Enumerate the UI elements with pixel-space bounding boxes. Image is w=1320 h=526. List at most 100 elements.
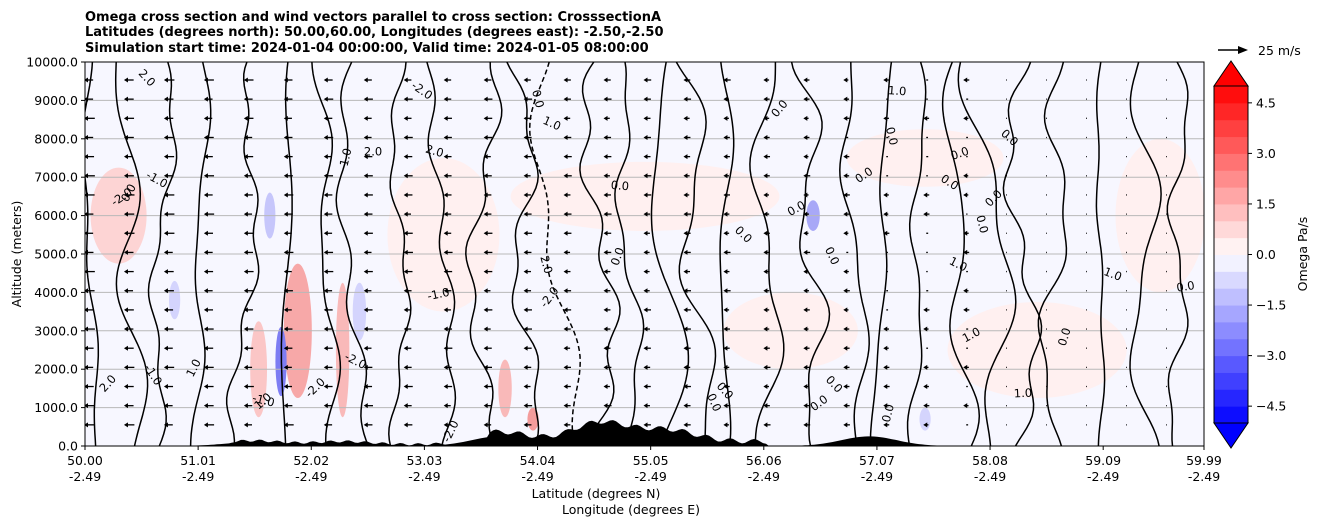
colorbar-segment <box>1214 136 1248 154</box>
wind-vector-head <box>803 384 808 390</box>
x-tick-label-lat: 53.03 <box>406 453 442 468</box>
omega-contour-line <box>1002 62 1043 446</box>
x-tick-label-lat: 50.00 <box>67 453 103 468</box>
wind-vector-head <box>603 192 608 198</box>
wind-vector-head <box>723 173 728 179</box>
contour-label: 0.0 <box>1055 326 1074 348</box>
wind-vector-head <box>683 173 688 179</box>
wind-vector-head <box>243 192 248 198</box>
wind-vector-head <box>923 403 928 409</box>
wind-vector-head <box>283 269 288 275</box>
wind-vector-head <box>363 211 368 217</box>
colorbar-segment <box>1214 372 1248 390</box>
wind-vector-head <box>763 192 768 198</box>
wind-vector-head <box>763 154 768 160</box>
wind-vector-head <box>523 230 528 236</box>
omega-contour-line <box>114 62 149 446</box>
colorbar-segment <box>1214 86 1248 104</box>
omega-contour-line <box>147 62 178 446</box>
wind-vector-head <box>563 134 568 140</box>
wind-vector-head <box>363 115 368 121</box>
wind-vector-head <box>443 307 448 313</box>
wind-vector-head <box>683 77 688 83</box>
wind-vector-head <box>963 115 968 121</box>
wind-vector-head <box>443 422 448 428</box>
wind-vector-head <box>883 211 888 217</box>
wind-vector-head <box>563 364 568 370</box>
wind-vector-head <box>243 288 248 294</box>
contour-label: 1.0 <box>888 83 907 98</box>
wind-vector-head <box>483 173 488 179</box>
omega-contour-line <box>280 62 293 446</box>
wind-vector-head <box>85 134 88 140</box>
wind-vector-head <box>563 230 568 236</box>
wind-vector-head <box>563 173 568 179</box>
wind-vector-head <box>123 364 128 370</box>
wind-vector-head <box>283 96 288 102</box>
wind-vector-head <box>123 96 128 102</box>
wind-vector-head <box>283 230 288 236</box>
y-tick-label: 1000.0 <box>34 400 78 415</box>
wind-vector-head <box>483 249 488 255</box>
colorbar-segment <box>1214 254 1248 272</box>
wind-vector-head <box>123 173 128 179</box>
wind-vector-head <box>123 77 128 83</box>
wind-vector-head <box>163 230 168 236</box>
contour-label: 0.0 <box>949 144 971 163</box>
x-tick-label-lat: 54.04 <box>520 453 556 468</box>
wind-vector-head <box>523 422 528 428</box>
colorbar-tick-label: 1.5 <box>1256 196 1276 211</box>
wind-vector-head <box>763 326 768 332</box>
x-tick-label-lat: 59.99 <box>1186 453 1222 468</box>
omega-contour-line <box>1037 62 1068 446</box>
wind-vector-head <box>443 230 448 236</box>
wind-vector-head <box>843 173 848 179</box>
wind-vector-head <box>403 134 408 140</box>
wind-vector-head <box>323 269 328 275</box>
wind-vector-head <box>763 115 768 121</box>
wind-vector-head <box>443 384 448 390</box>
omega-contour-line <box>1095 62 1106 446</box>
wind-vector-head <box>363 173 368 179</box>
wind-vector-head <box>283 249 288 255</box>
wind-vector-head <box>763 364 768 370</box>
x-axis: 50.00-2.4951.01-2.4952.02-2.4953.03-2.49… <box>67 446 1222 484</box>
wind-vector-head <box>683 192 688 198</box>
wind-vector-head <box>403 384 408 390</box>
wind-vector-head <box>683 384 688 390</box>
omega-shading-region <box>169 280 181 320</box>
wind-vector-head <box>85 307 88 313</box>
wind-vector-head <box>323 211 328 217</box>
wind-vector-head <box>85 288 88 294</box>
wind-vector-head <box>563 211 568 217</box>
wind-vector-head <box>243 422 248 428</box>
wind-vector-head <box>443 364 448 370</box>
x-tick-label-lon: -2.49 <box>295 469 327 484</box>
wind-vector-head <box>163 422 168 428</box>
wind-vector-head <box>523 269 528 275</box>
colorbar-segment <box>1214 102 1248 121</box>
wind-vector-head <box>323 154 328 160</box>
wind-vector-head <box>123 326 128 332</box>
wind-vector-head <box>803 249 808 255</box>
wind-vector-head <box>483 403 488 409</box>
wind-vector-head <box>283 154 288 160</box>
wind-vector-head <box>603 384 608 390</box>
wind-vector-head <box>85 77 88 83</box>
wind-vector-head <box>763 307 768 313</box>
omega-shading-region <box>352 282 367 341</box>
omega-contour-line <box>579 62 621 446</box>
wind-vector-head <box>483 77 488 83</box>
wind-vector-head <box>643 403 648 409</box>
wind-vector-head <box>643 230 648 236</box>
colorbar-segment <box>1214 187 1248 205</box>
wind-vector-head <box>843 422 848 428</box>
wind-vector-head <box>683 364 688 370</box>
wind-vector-head <box>443 249 448 255</box>
wind-vector-head <box>163 326 168 332</box>
wind-vector-head <box>443 288 448 294</box>
wind-vector-head <box>243 403 248 409</box>
wind-vector-head <box>123 154 128 160</box>
wind-vector-head <box>203 154 208 160</box>
wind-vector-head <box>283 364 288 370</box>
